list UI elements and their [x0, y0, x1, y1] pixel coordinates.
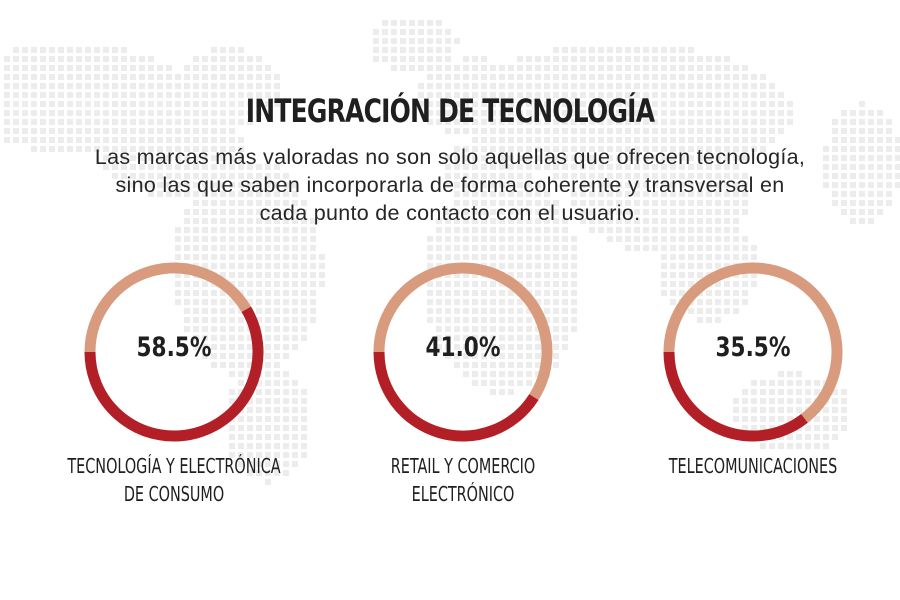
donut-value-arc: [373, 351, 539, 442]
donut-value-label: 58.5%: [136, 332, 212, 363]
donut-value-arc: [84, 306, 264, 442]
donut-remainder-arc: [663, 262, 843, 423]
donut-chart-retail: 41.0% RETAIL Y COMERCIO ELECTRÓNICO: [313, 262, 613, 522]
donut-ring: [84, 262, 264, 442]
page-title: INTEGRACIÓN DE TECNOLOGÍA: [245, 92, 655, 130]
donut-remainder-arc: [84, 262, 252, 353]
donut-ring: [373, 262, 553, 442]
donut-value-label: 35.5%: [715, 332, 791, 363]
donut-value-arc: [663, 351, 808, 442]
donut-category-label: RETAIL Y COMERCIO ELECTRÓNICO: [390, 454, 536, 506]
donut-value-label: 41.0%: [425, 332, 501, 363]
donut-ring: [663, 262, 843, 442]
donut-chart-telecomunicaciones: 35.5% TELECOMUNICACIONES: [603, 262, 900, 522]
donut-remainder-arc: [373, 262, 553, 400]
page-subtitle: Las marcas más valoradas no son solo aqu…: [94, 145, 806, 225]
donut-category-label: TECNOLOGÍA Y ELECTRÓNICA DE CONSUMO: [67, 454, 281, 506]
donut-chart-tecnologia: 58.5% TECNOLOGÍA Y ELECTRÓNICA DE CONSUM…: [24, 262, 324, 522]
donut-category-label: TELECOMUNICACIONES: [668, 454, 838, 478]
